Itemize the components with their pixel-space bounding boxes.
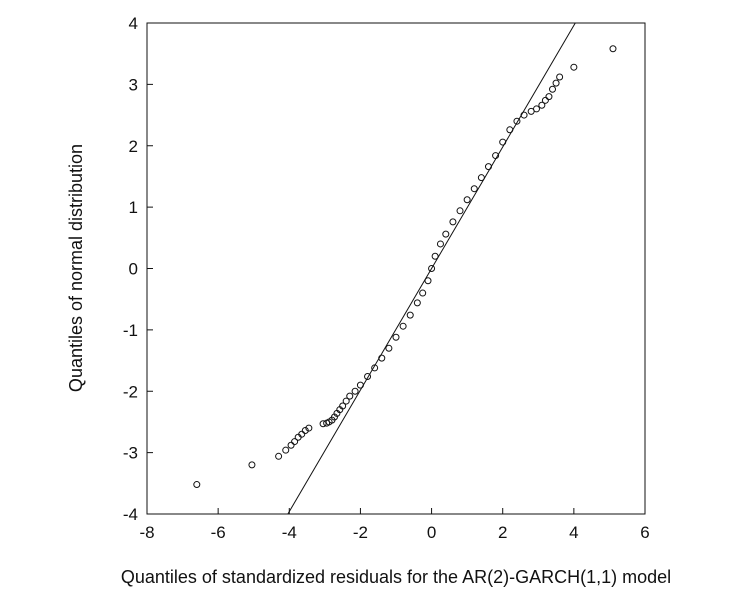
y-tick-label: -1 [123, 321, 138, 340]
x-tick-label: 2 [498, 523, 507, 542]
data-point [301, 427, 309, 435]
data-point [549, 85, 557, 93]
data-point [513, 117, 521, 125]
data-point [442, 230, 450, 238]
data-point [287, 441, 295, 449]
data-point [484, 163, 492, 171]
data-point [419, 289, 427, 297]
data-point [545, 93, 553, 101]
data-point [492, 152, 500, 160]
data-point [533, 105, 541, 113]
data-point [399, 322, 407, 330]
x-tick-label: 6 [640, 523, 649, 542]
data-point [449, 218, 457, 226]
data-point [319, 420, 327, 428]
y-tick-label: -2 [123, 382, 138, 401]
data-point [193, 481, 201, 489]
y-tick-label: 3 [129, 75, 138, 94]
data-point [477, 174, 485, 182]
x-tick-label: -6 [211, 523, 226, 542]
data-point [291, 438, 299, 446]
data-point [609, 45, 617, 53]
x-tick-label: 0 [427, 523, 436, 542]
y-tick-label: 4 [129, 14, 138, 33]
data-point [371, 364, 379, 372]
data-point [248, 461, 256, 469]
data-point [364, 373, 372, 381]
x-tick-label: -2 [353, 523, 368, 542]
data-point [342, 397, 350, 405]
y-axis-title: Quantiles of normal distribution [66, 144, 86, 392]
data-point [305, 424, 313, 432]
data-point [392, 333, 400, 341]
data-point [351, 387, 359, 395]
data-point [436, 240, 444, 248]
data-point [413, 299, 421, 307]
x-tick-label: 4 [569, 523, 578, 542]
data-point [556, 73, 564, 81]
data-point [470, 185, 478, 193]
data-point [346, 392, 354, 400]
data-point [356, 381, 364, 389]
data-point [406, 311, 414, 319]
y-tick-label: 0 [129, 260, 138, 279]
data-point [463, 196, 471, 204]
data-point [499, 138, 507, 146]
x-axis-title: Quantiles of standardized residuals for … [121, 567, 671, 587]
data-point [520, 111, 528, 119]
y-tick-label: -4 [123, 505, 138, 524]
y-tick-label: 1 [129, 198, 138, 217]
data-point [570, 63, 578, 71]
data-point [282, 446, 290, 454]
x-tick-label: -8 [139, 523, 154, 542]
data-point [552, 79, 560, 87]
plot-frame [146, 22, 646, 515]
data-point [456, 207, 464, 215]
data-point [385, 344, 393, 352]
data-point [538, 101, 546, 109]
reference-line [287, 22, 576, 515]
data-point [541, 96, 549, 104]
x-tick-label: -4 [282, 523, 297, 542]
y-tick-label: -3 [123, 444, 138, 463]
y-tick-label: 2 [129, 137, 138, 156]
data-point [424, 277, 432, 285]
data-point [378, 354, 386, 362]
data-point [339, 402, 347, 410]
data-point [275, 452, 283, 460]
data-point [298, 430, 306, 438]
data-point [506, 126, 514, 134]
data-point [431, 252, 439, 260]
data-point [428, 265, 436, 272]
